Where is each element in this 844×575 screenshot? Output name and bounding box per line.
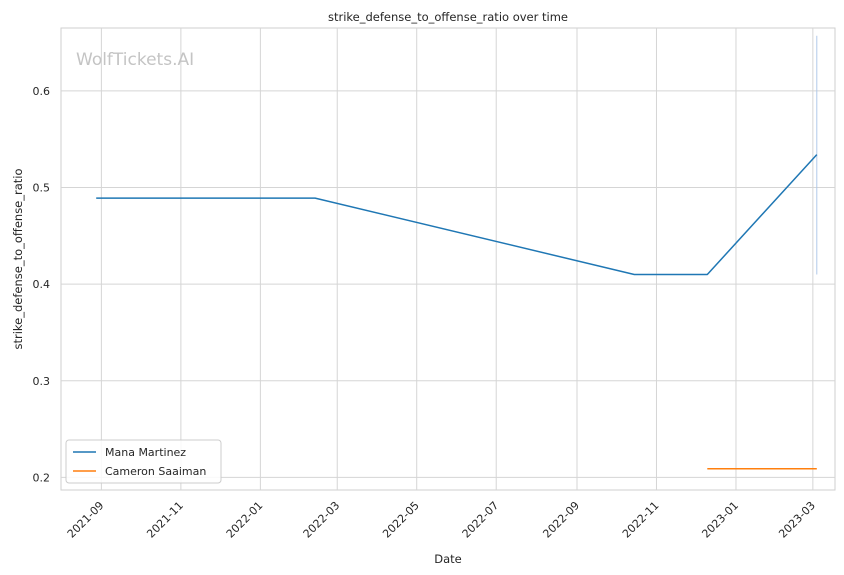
series-layer: [96, 35, 818, 470]
x-tick-label: 2022-09: [540, 499, 582, 541]
y-tick-label: 0.5: [33, 181, 51, 194]
legend-label-cameron-saaiman: Cameron Saaiman: [105, 465, 206, 478]
x-tick-label: 2022-11: [620, 499, 662, 541]
plot-frame: [60, 27, 836, 491]
y-tick-label: 0.6: [33, 85, 51, 98]
y-tick-layer: 0.2 0.3 0.4 0.5 0.6: [33, 85, 51, 485]
y-tick-label: 0.2: [33, 471, 51, 484]
x-tick-label: 2023-01: [699, 499, 741, 541]
x-tick-label: 2022-05: [380, 499, 422, 541]
series-line-mana-martinez: [96, 154, 818, 276]
legend-label-mana-martinez: Mana Martinez: [105, 446, 186, 459]
y-tick-label: 0.4: [33, 278, 51, 291]
x-tick-label: 2023-03: [776, 499, 818, 541]
x-tick-label: 2022-07: [460, 499, 502, 541]
x-tick-label: 2021-09: [65, 499, 107, 541]
x-tick-label: 2021-11: [144, 499, 186, 541]
watermark: WolfTickets.AI: [76, 50, 194, 70]
x-tick-label: 2022-03: [301, 499, 343, 541]
x-axis-title: Date: [434, 552, 462, 566]
legend-box: [65, 439, 222, 484]
y-axis-title: strike_defense_to_offense_ratio: [11, 168, 25, 349]
x-tick-label: 2022-01: [224, 499, 266, 541]
chart-title: strike_defense_to_offense_ratio over tim…: [328, 10, 568, 24]
legend: Mana Martinez Cameron Saaiman: [65, 439, 222, 484]
y-tick-label: 0.3: [33, 375, 51, 388]
grid-layer: [61, 28, 835, 490]
x-tick-layer: 2021-09 2021-11 2022-01 2022-03 2022-05 2022-…: [65, 499, 818, 541]
